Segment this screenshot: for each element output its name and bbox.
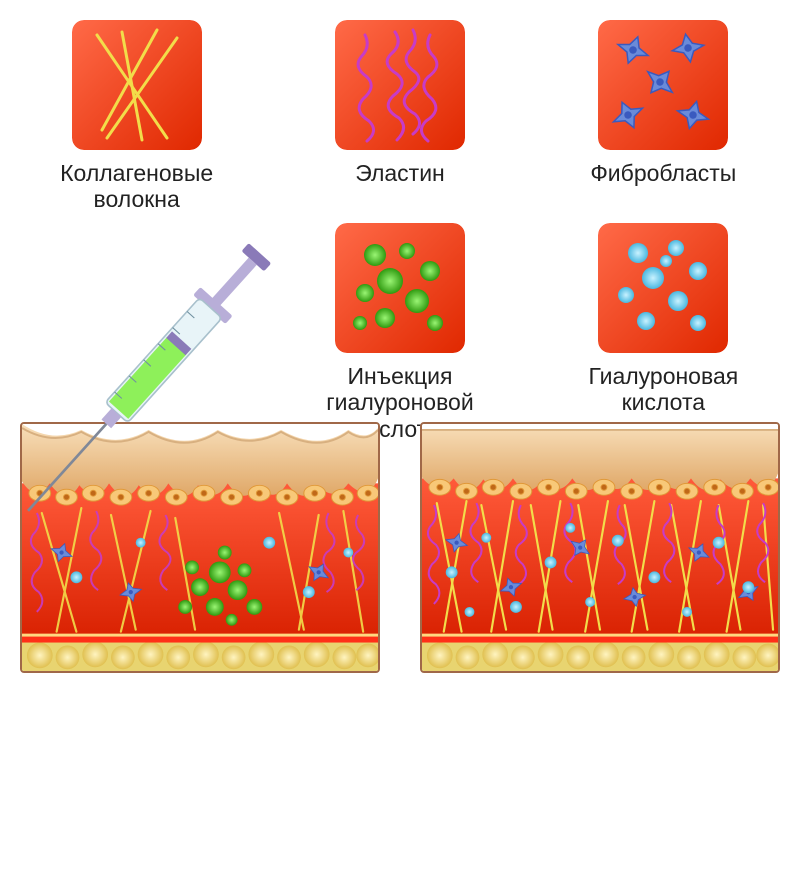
legend-item-fibroblast: Фибробласты [590, 20, 736, 213]
legend-label: Фибробласты [590, 160, 736, 186]
skin-block-healthy [420, 422, 780, 678]
legend-item-elastin: Эластин [335, 20, 465, 213]
legend-item-ha-natural: Гиалуроновая кислота [547, 223, 780, 442]
collagen-icon [72, 20, 202, 150]
legend-label: Гиалуроновая кислота [547, 363, 780, 416]
legend-label: Эластин [355, 160, 445, 186]
skin-diagrams [20, 422, 780, 678]
legend-label: Коллагеновые волокна [20, 160, 253, 213]
syringe-icon [14, 217, 274, 547]
fibroblast-icon [598, 20, 728, 150]
ha-injection-icon [335, 223, 465, 353]
legend-item-collagen: Коллагеновые волокна [20, 20, 253, 213]
skin-block-injection [20, 422, 380, 678]
elastin-icon [335, 20, 465, 150]
legend-item-ha-injection: Инъекция гиалуроновой кислоты [283, 223, 516, 442]
ha-natural-icon [598, 223, 728, 353]
skin-cross-section-right [420, 422, 780, 673]
